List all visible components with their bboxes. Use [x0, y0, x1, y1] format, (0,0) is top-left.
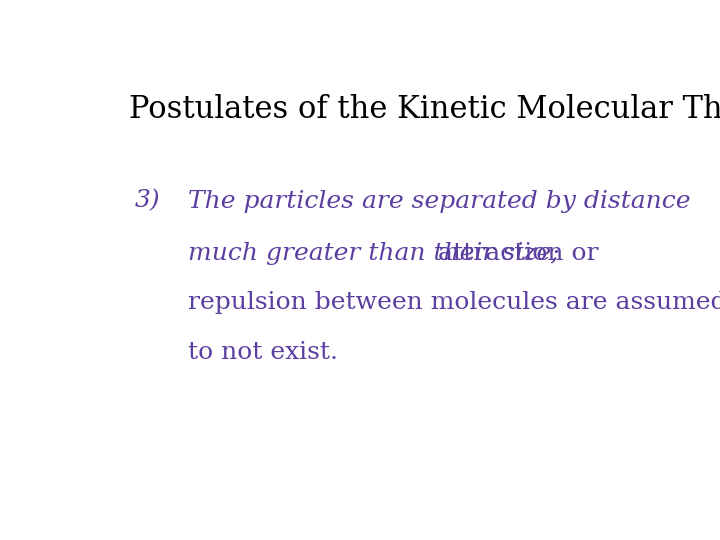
Text: much greater than their size;: much greater than their size;	[188, 241, 559, 265]
Text: 3): 3)	[135, 190, 161, 213]
Text: Postulates of the Kinetic Molecular Theory: Postulates of the Kinetic Molecular Theo…	[129, 94, 720, 125]
Text: to not exist.: to not exist.	[188, 341, 338, 365]
Text: repulsion between molecules are assumed: repulsion between molecules are assumed	[188, 292, 720, 314]
Text: attraction or: attraction or	[431, 241, 599, 265]
Text: The particles are separated by distance: The particles are separated by distance	[188, 190, 690, 213]
